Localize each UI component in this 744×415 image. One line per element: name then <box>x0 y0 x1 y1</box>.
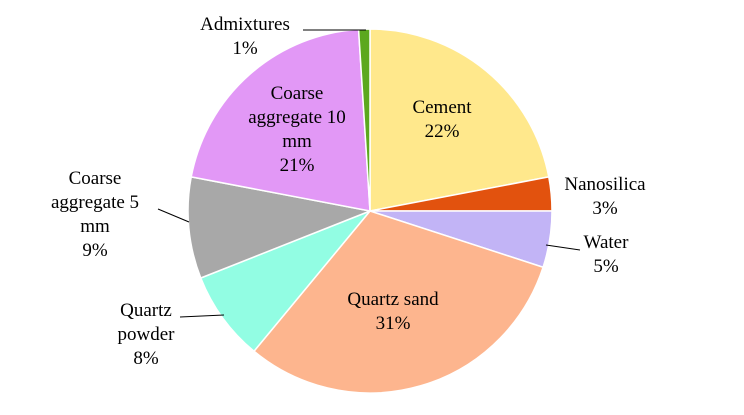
slice-label: Nanosilica 3% <box>550 173 660 221</box>
value-label: 31% <box>375 313 411 334</box>
slice-label: Water 5% <box>566 231 646 279</box>
category-label: Coarse aggregate 10 mm <box>248 83 346 152</box>
value-label: 9% <box>82 240 108 261</box>
pie-slice <box>357 28 371 212</box>
pie-slice <box>369 28 550 212</box>
slice-label: Quartz powder 8% <box>106 299 186 371</box>
category-label: Nanosilica <box>564 174 646 195</box>
value-label: 21% <box>279 155 315 176</box>
value-label: 5% <box>593 256 619 277</box>
pie-slice <box>190 28 371 212</box>
slice-label: Coarse aggregate 5 mm 9% <box>40 167 150 263</box>
pie-slice <box>187 176 373 279</box>
category-label: Quartz sand <box>347 289 439 310</box>
slice-label: Coarse aggregate 10 mm 21% <box>235 82 360 178</box>
leader-line <box>179 314 225 318</box>
leader-line <box>157 208 190 223</box>
value-label: 3% <box>592 198 618 219</box>
value-label: 1% <box>232 38 258 59</box>
category-label: Admixtures <box>200 14 290 35</box>
pie-slice <box>252 210 545 394</box>
category-label: Water <box>583 232 629 253</box>
leader-line <box>545 244 581 251</box>
value-label: 8% <box>133 348 159 369</box>
pie-slice <box>199 210 371 353</box>
category-label: Quartz powder <box>117 300 175 345</box>
slice-label: Quartz sand 31% <box>313 288 473 336</box>
value-label: 22% <box>424 121 460 142</box>
slice-label: Admixtures 1% <box>185 13 305 61</box>
category-label: Coarse aggregate 5 mm <box>50 168 140 237</box>
category-label: Cement <box>412 97 472 118</box>
slice-label: Cement 22% <box>382 96 502 144</box>
